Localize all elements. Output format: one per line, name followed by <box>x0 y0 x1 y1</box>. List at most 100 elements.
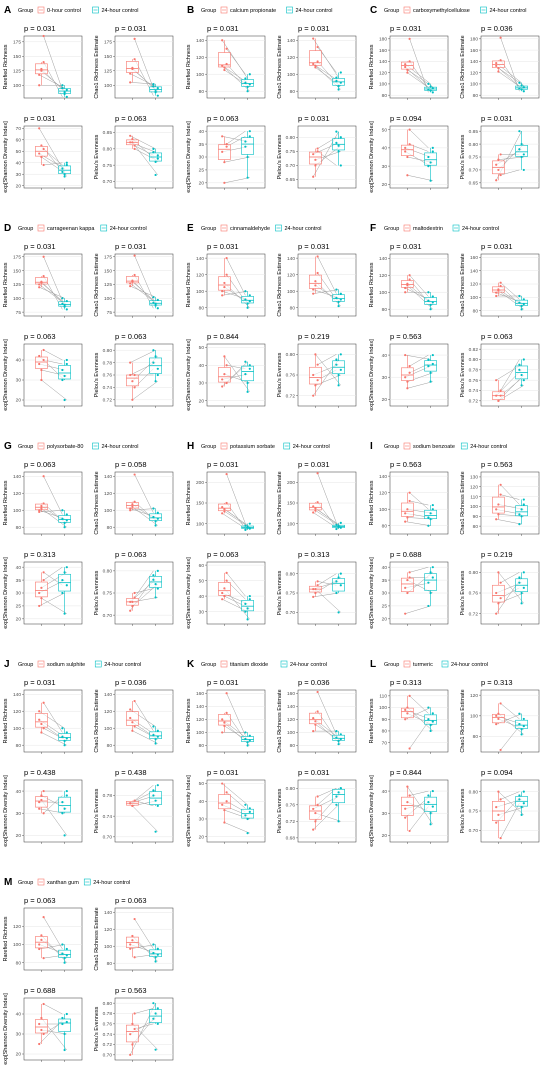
control-point <box>427 88 430 91</box>
control-point <box>154 380 157 383</box>
control-point <box>520 508 523 511</box>
baseline-point <box>406 68 409 71</box>
y-tick-label: 20 <box>199 834 205 840</box>
pair-line <box>134 784 154 801</box>
baseline-point <box>314 64 317 67</box>
pair-line <box>500 359 520 391</box>
baseline-point <box>225 62 228 66</box>
control-point <box>152 147 155 150</box>
y-tick-label: 0.80 <box>103 147 113 153</box>
baseline-point <box>223 510 226 513</box>
p-value: p = 0.031 <box>481 242 513 251</box>
baseline-point <box>408 37 411 40</box>
baseline-point <box>129 282 132 285</box>
panel-h: H Group potassium sorbate 24-hour control p … <box>186 441 357 629</box>
pair-line <box>43 35 63 90</box>
baseline-point <box>133 373 136 377</box>
pair-line <box>405 605 431 614</box>
p-value: p = 0.563 <box>115 986 147 995</box>
y-tick-label: 0.72 <box>286 393 296 399</box>
baseline-point <box>129 1053 132 1056</box>
control-box <box>58 733 71 741</box>
legend-title: Group <box>18 226 33 232</box>
y-tick-label: 140 <box>379 256 387 262</box>
baseline-point <box>221 512 224 515</box>
baseline-point <box>221 290 224 293</box>
subplot-exp-shannon-diversity-index-: p = 0.063 30 40 50 60 exp[Shannon Diversity I… <box>186 550 266 629</box>
control-box <box>58 1018 71 1032</box>
pair-line <box>500 494 520 500</box>
baseline-point <box>133 725 136 728</box>
baseline-point <box>314 723 317 726</box>
control-box <box>424 152 437 166</box>
y-tick-label: 100 <box>470 82 478 88</box>
control-point <box>337 300 340 304</box>
plot-area <box>114 779 174 843</box>
p-value: p = 0.063 <box>24 460 56 469</box>
y-tick-label: 100 <box>196 72 204 78</box>
subplot-exp-shannon-diversity-index-: p = 0.844 20 30 40 50 exp[Shannon Diversity I… <box>186 332 266 411</box>
panel-b: B Group calcium propionate 24-hour control p… <box>186 5 357 193</box>
control-point <box>65 731 68 734</box>
baseline-point <box>499 173 502 177</box>
legend: Group turmeric 24-hour control <box>384 660 488 668</box>
plot-area <box>297 35 357 99</box>
baseline-point <box>221 150 224 153</box>
pair-line <box>132 805 158 832</box>
plot-area <box>389 779 449 843</box>
subplot-chao1-richness-estimate: p = 0.563 80 90 100 110 120 130 Chao1 Richness … <box>460 460 540 536</box>
y-axis-label: Chao1 Richness Estimate <box>460 689 466 752</box>
pair-line <box>222 783 248 805</box>
y-tick-label: 0.80 <box>286 571 296 577</box>
control-point <box>246 741 249 744</box>
y-axis-label: Pielou's Evenness <box>94 570 100 615</box>
baseline-point <box>314 509 317 512</box>
control-point <box>244 814 247 817</box>
y-tick-label: 120 <box>196 272 204 278</box>
control-point <box>429 161 432 164</box>
baseline-box <box>401 367 414 381</box>
baseline-point <box>42 916 45 919</box>
baseline-point <box>40 597 43 600</box>
control-point <box>429 723 432 727</box>
baseline-point <box>404 353 407 357</box>
y-tick-label: 100 <box>287 730 295 736</box>
p-value: p = 0.063 <box>24 896 56 905</box>
control-point <box>63 612 66 615</box>
control-point <box>431 805 434 808</box>
y-tick-label: 80 <box>382 307 388 313</box>
baseline-point <box>314 164 317 167</box>
y-tick-label: 20 <box>199 398 205 404</box>
control-point <box>427 365 430 368</box>
control-point <box>337 525 340 528</box>
control-point <box>520 515 523 518</box>
control-point <box>518 368 521 371</box>
baseline-point <box>495 508 498 511</box>
control-point <box>152 574 155 577</box>
control-point <box>248 135 251 138</box>
baseline-point <box>497 602 500 605</box>
y-tick-label: 0.74 <box>103 1032 113 1038</box>
plot-area <box>23 997 83 1061</box>
y-tick-label: 120 <box>470 70 478 76</box>
pair-line <box>130 82 156 85</box>
y-tick-label: 180 <box>470 37 478 43</box>
pair-line <box>498 290 524 310</box>
plot-area <box>114 997 174 1061</box>
control-point <box>154 596 157 599</box>
control-point <box>248 598 251 601</box>
baseline-point <box>312 730 315 733</box>
y-tick-label: 50 <box>199 578 205 584</box>
control-point <box>244 298 247 301</box>
pair-line <box>41 379 67 401</box>
y-tick-label: 0.80 <box>469 357 479 363</box>
y-tick-label: 150 <box>13 54 21 60</box>
baseline-point <box>129 1033 132 1036</box>
control-point <box>63 957 66 960</box>
y-tick-label: 40 <box>199 129 205 135</box>
baseline-point <box>129 81 132 84</box>
control-point <box>61 297 64 300</box>
baseline-point <box>221 378 224 381</box>
baseline-point <box>406 387 409 390</box>
control-point <box>522 298 525 301</box>
